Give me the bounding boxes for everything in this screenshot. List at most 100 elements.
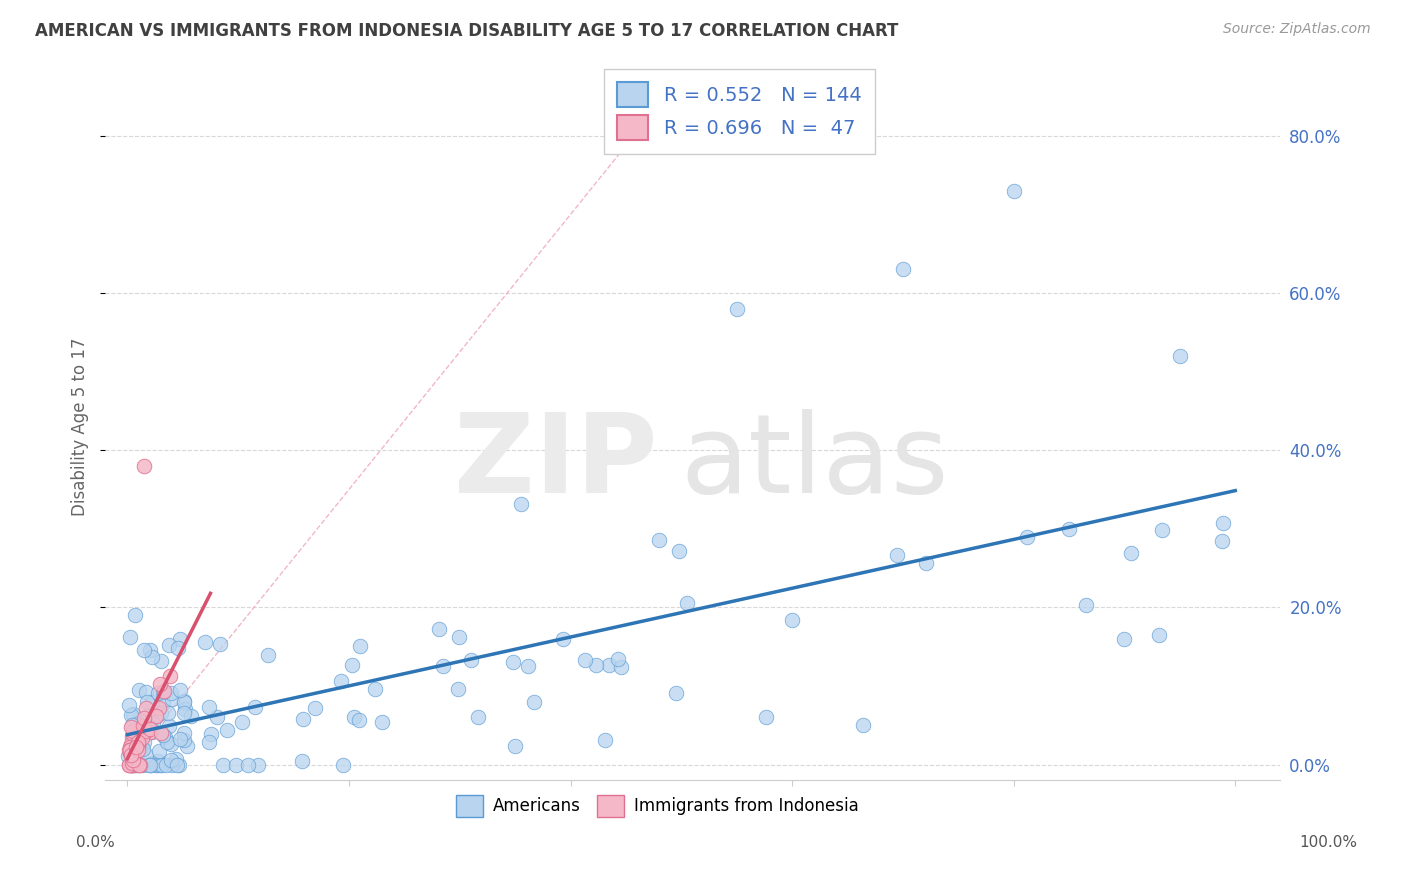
Point xyxy=(125,717,148,731)
Point xyxy=(914,556,936,570)
Point xyxy=(852,718,875,732)
Point xyxy=(121,747,143,762)
Point xyxy=(891,262,914,277)
Point xyxy=(173,733,195,747)
Point xyxy=(120,743,142,757)
Point xyxy=(121,756,143,770)
Point xyxy=(128,757,150,772)
Point xyxy=(120,737,142,751)
Point xyxy=(138,757,160,772)
Point xyxy=(145,708,167,723)
Point xyxy=(134,727,156,741)
Point xyxy=(349,640,371,654)
Point xyxy=(135,685,157,699)
Point xyxy=(121,757,143,772)
Point xyxy=(156,735,179,749)
Point xyxy=(225,757,247,772)
Point xyxy=(122,751,145,765)
Point xyxy=(149,726,172,740)
Point xyxy=(124,607,146,622)
Point xyxy=(121,757,143,772)
Point xyxy=(128,713,150,727)
Point xyxy=(165,751,187,765)
Point xyxy=(174,702,197,716)
Point xyxy=(129,721,152,735)
Point xyxy=(134,724,156,739)
Point xyxy=(159,753,181,767)
Point xyxy=(755,710,778,724)
Point xyxy=(141,724,163,739)
Point xyxy=(574,653,596,667)
Text: 0.0%: 0.0% xyxy=(76,836,115,850)
Point xyxy=(131,731,153,745)
Point xyxy=(128,683,150,698)
Point xyxy=(157,638,180,652)
Point xyxy=(132,726,155,740)
Point xyxy=(149,677,172,691)
Point xyxy=(128,757,150,772)
Point xyxy=(205,710,228,724)
Point xyxy=(124,755,146,769)
Point xyxy=(132,757,155,772)
Point xyxy=(132,719,155,733)
Text: Source: ZipAtlas.com: Source: ZipAtlas.com xyxy=(1223,22,1371,37)
Point xyxy=(120,757,142,772)
Point xyxy=(167,640,190,655)
Point xyxy=(148,686,170,700)
Text: 100.0%: 100.0% xyxy=(1299,836,1358,850)
Point xyxy=(160,691,183,706)
Point xyxy=(523,695,546,709)
Point xyxy=(141,649,163,664)
Point xyxy=(145,757,167,772)
Point xyxy=(122,706,145,721)
Point xyxy=(510,498,533,512)
Point xyxy=(503,739,526,754)
Point xyxy=(231,714,253,729)
Point xyxy=(291,754,314,768)
Text: AMERICAN VS IMMIGRANTS FROM INDONESIA DISABILITY AGE 5 TO 17 CORRELATION CHART: AMERICAN VS IMMIGRANTS FROM INDONESIA DI… xyxy=(35,22,898,40)
Point xyxy=(1057,522,1080,536)
Point xyxy=(127,739,149,753)
Point xyxy=(122,753,145,767)
Point xyxy=(128,730,150,744)
Point xyxy=(370,715,392,730)
Point xyxy=(427,622,450,636)
Point xyxy=(1212,516,1234,530)
Point xyxy=(780,613,803,627)
Point xyxy=(447,630,470,644)
Point xyxy=(139,757,162,772)
Point xyxy=(121,723,143,738)
Point xyxy=(1074,598,1097,612)
Point xyxy=(257,648,280,663)
Point xyxy=(152,696,174,710)
Point xyxy=(664,686,686,700)
Point xyxy=(152,729,174,743)
Point xyxy=(159,669,181,683)
Point xyxy=(194,635,217,649)
Point xyxy=(607,652,630,666)
Point xyxy=(150,706,173,720)
Point xyxy=(132,458,155,473)
Point xyxy=(118,757,141,772)
Point xyxy=(502,655,524,669)
Point xyxy=(127,734,149,748)
Legend: Americans, Immigrants from Indonesia: Americans, Immigrants from Indonesia xyxy=(447,787,868,825)
Point xyxy=(725,301,748,316)
Point xyxy=(120,742,142,756)
Point xyxy=(139,642,162,657)
Point xyxy=(329,674,352,689)
Point xyxy=(215,723,238,738)
Point xyxy=(121,757,143,772)
Point xyxy=(138,722,160,736)
Point xyxy=(173,706,195,721)
Point xyxy=(134,719,156,733)
Point xyxy=(198,735,221,749)
Point xyxy=(121,750,143,764)
Point xyxy=(212,757,235,772)
Point xyxy=(141,721,163,735)
Point xyxy=(142,756,165,770)
Point xyxy=(1147,628,1170,642)
Point xyxy=(136,695,159,709)
Point xyxy=(118,746,141,760)
Point xyxy=(648,533,671,548)
